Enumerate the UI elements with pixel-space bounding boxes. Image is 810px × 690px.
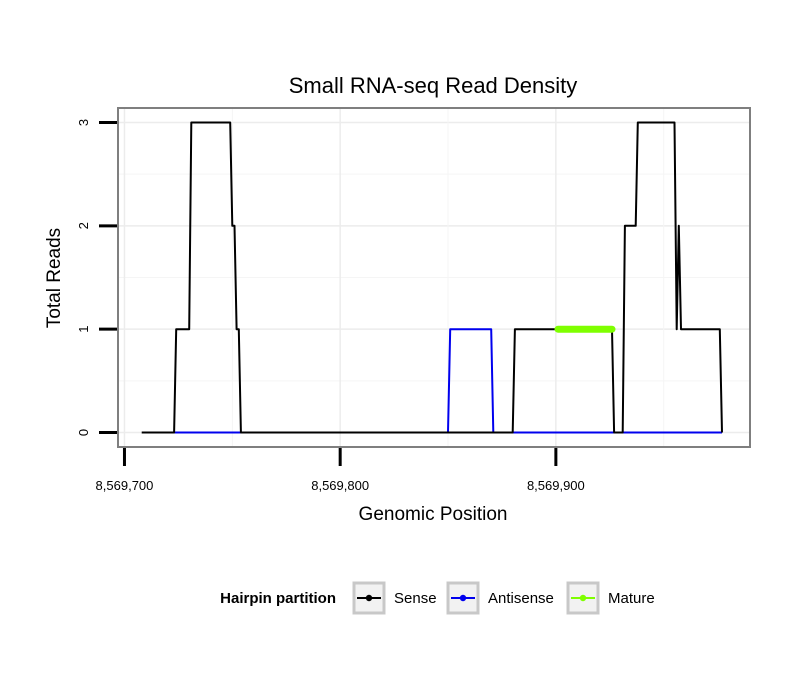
x-tick-label: 8,569,900 (527, 478, 585, 493)
legend-item-sense: Sense (352, 581, 437, 615)
legend-item-mature: Mature (566, 581, 655, 615)
chart-title: Small RNA-seq Read Density (289, 73, 578, 98)
y-tick-label: 0 (76, 429, 91, 436)
axes: 0 1 2 3 8,569,700 8,569,800 8,569,900 (76, 119, 585, 493)
series-lines (141, 121, 723, 434)
plot-panel (117, 107, 751, 448)
x-tick-label: 8,569,700 (96, 478, 154, 493)
y-tick-label: 3 (76, 119, 91, 126)
legend-key-point (459, 594, 467, 602)
legend-label: Antisense (488, 590, 554, 607)
x-axis-title: Genomic Position (359, 504, 508, 525)
legend: Hairpin partition Sense Antisense Mature (220, 581, 655, 615)
legend-key-point (579, 594, 587, 602)
legend-label: Sense (394, 590, 437, 607)
x-tick-label: 8,569,800 (311, 478, 369, 493)
series-line-sense (141, 121, 723, 434)
y-tick-label: 1 (76, 326, 91, 333)
legend-item-antisense: Antisense (446, 581, 554, 615)
legend-title: Hairpin partition (220, 590, 336, 607)
legend-key-point (365, 594, 373, 602)
y-tick-label: 2 (76, 222, 91, 229)
grid-lines (118, 108, 750, 447)
legend-label: Mature (608, 590, 655, 607)
y-axis-title: Total Reads (44, 228, 65, 328)
